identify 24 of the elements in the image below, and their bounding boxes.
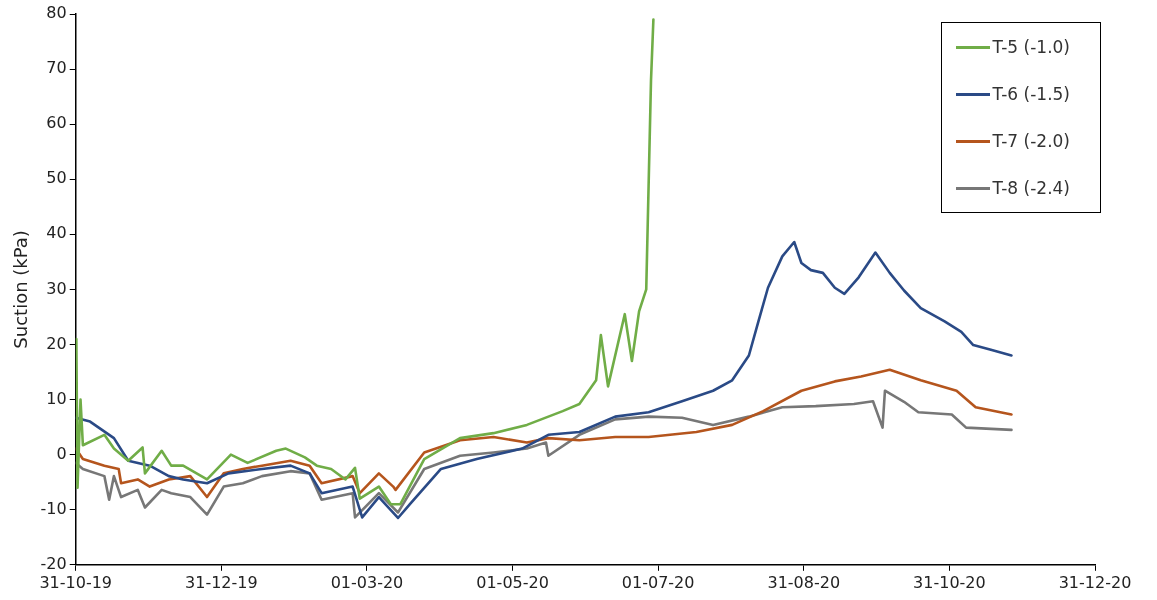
y-axis-title: Suction (kPa) bbox=[10, 230, 32, 349]
y-tick-label: 80 bbox=[46, 3, 67, 23]
y-tick-label: 50 bbox=[46, 168, 67, 188]
x-tick-label: 31-08-20 bbox=[767, 572, 841, 592]
x-tick-label: 31-10-20 bbox=[913, 572, 986, 592]
y-tick-label: 70 bbox=[46, 58, 67, 78]
x-tick-label: 01-03-20 bbox=[330, 572, 404, 592]
legend-label: T-7 (-2.0) bbox=[992, 131, 1070, 151]
legend-label: T-6 (-1.5) bbox=[992, 84, 1070, 104]
legend-label: T-8 (-2.4) bbox=[992, 178, 1070, 198]
y-tick-label: -10 bbox=[40, 498, 67, 518]
y-tick-label: 60 bbox=[46, 113, 67, 133]
x-tick-label: 01-07-20 bbox=[621, 572, 695, 592]
y-tick-label: 40 bbox=[46, 223, 67, 243]
y-tick-label: -20 bbox=[40, 553, 67, 573]
x-tick-label: 01-05-20 bbox=[476, 572, 549, 592]
x-tick-label: 31-12-19 bbox=[185, 572, 258, 592]
y-tick-label: 0 bbox=[56, 443, 67, 463]
x-tick-label: 31-12-20 bbox=[1058, 572, 1132, 592]
y-tick-label: 20 bbox=[46, 333, 67, 353]
y-tick-label: 10 bbox=[46, 388, 67, 408]
x-tick-label: 31-10-19 bbox=[39, 572, 113, 592]
legend-label: T-5 (-1.0) bbox=[992, 37, 1070, 57]
y-tick-label: 30 bbox=[46, 278, 67, 298]
